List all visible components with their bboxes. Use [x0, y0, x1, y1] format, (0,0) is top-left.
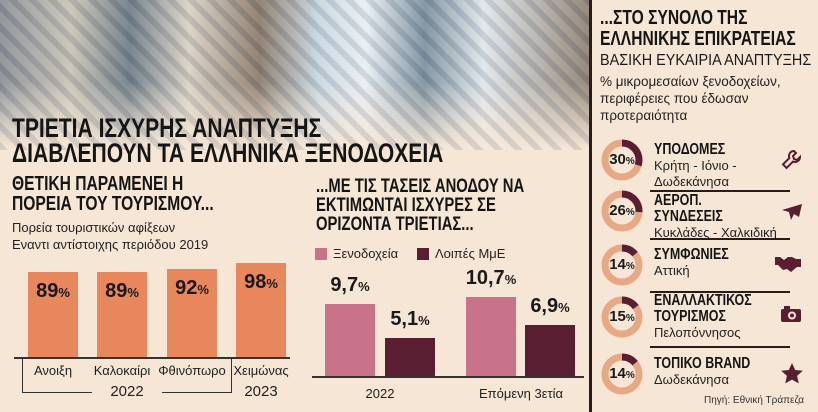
category-label: Καλοκαίρι — [93, 363, 151, 378]
subtitle-line: Πορεία τουριστικών αφίξεων — [12, 220, 176, 235]
donut-4 — [598, 350, 646, 398]
priority-heading: ΕΝΑΛΛΑΚΤΙΚΟΣ ΤΟΥΡΙΣΜΟΣ — [654, 292, 752, 325]
main-title: ΤΡΙΕΤΙΑ ΙΣΧΥΡΗΣ ΑΝΑΠΤΥΞΗΣ ΔΙΑΒΛΕΠΟΥΝ ΤΑ … — [12, 113, 444, 168]
donut-value: 14% — [609, 256, 635, 273]
separator — [650, 345, 790, 348]
bar-hotels — [466, 296, 516, 376]
separator — [650, 291, 790, 293]
priority-heading: ΥΠΟΔΟΜΕΣ — [654, 141, 726, 158]
airplane-icon — [780, 199, 804, 228]
priority-item: ΤΟΠΙΚΟ BRAND Δωδεκάνησα — [654, 356, 784, 388]
category-label: Χειμώνας — [233, 363, 289, 378]
donut-2 — [598, 241, 646, 289]
main-title-line: ΔΙΑΒΛΕΠΟΥΝ ΤΑ ΕΛΛΗΝΙΚΑ ΞΕΝΟΔΟΧΕΙΑ — [12, 138, 444, 168]
donut-share-arc — [601, 244, 643, 286]
donut-0 — [598, 136, 646, 184]
category-label: Ανοιξη — [33, 363, 73, 378]
star-icon — [780, 362, 804, 391]
panel-subtitle: ΒΑΣΙΚΗ ΕΥΚΑΙΡΙΑ ΑΝΑΠΤΥΞΗΣ — [600, 52, 812, 69]
bar-1 — [97, 271, 147, 357]
separator — [650, 189, 790, 192]
donut-share-arc — [601, 190, 643, 232]
bar-2 — [167, 268, 217, 357]
camera-icon — [780, 305, 802, 328]
main-title-line: ΤΡΙΕΤΙΑ ΙΣΧΥΡΗΣ ΑΝΑΠΤΥΞΗΣ — [12, 113, 322, 143]
subtitle-line: Εναντι αντίστοιχης περιόδου 2019 — [12, 237, 209, 252]
donut-value: 26% — [609, 202, 635, 219]
legend-label: Λοιπές ΜμΕ — [435, 246, 506, 261]
priority-regions: Πελοπόννησος — [654, 325, 741, 340]
bar-value-label: 92% — [175, 276, 209, 299]
bar-value-label: 98% — [244, 270, 278, 293]
source-note: Πηγή: Εθνική Τράπεζα — [704, 395, 804, 406]
growth-chart-title: ...ΜΕ ΤΙΣ ΤΑΣΕΙΣ ΑΝΟΔΟΥ ΝΑ ΕΚΤΙΜΩΝΤΑΙ ΙΣ… — [316, 176, 525, 235]
group-label: 2022 — [92, 383, 162, 400]
handshake-icon — [774, 253, 802, 278]
priority-regions: Αττική — [654, 263, 690, 278]
separator — [650, 238, 790, 240]
bar-3 — [236, 262, 286, 357]
legend-swatch — [315, 247, 327, 260]
priority-item: ΑΕΡΟΠ. ΣΥΝΔΕΣΕΙΣ Κυκλάδες - Χαλκιδική — [654, 193, 784, 241]
priority-item: ΕΝΑΛΛΑΚΤΙΚΟΣ ΤΟΥΡΙΣΜΟΣ Πελοπόννησος — [654, 293, 784, 341]
donut-share-arc — [601, 353, 643, 395]
bar-0 — [28, 271, 78, 357]
x-axis — [312, 376, 584, 378]
priority-heading: ΤΟΠΙΚΟ BRAND — [654, 355, 751, 372]
priority-heading: ΣΥΜΦΩΝΙΕΣ — [654, 246, 729, 263]
bar-other-sme — [525, 324, 575, 376]
bar-value-label: 89% — [36, 279, 70, 302]
tavern-harbor-photo — [0, 0, 590, 150]
category-label: Φθινόπωρο — [158, 363, 226, 378]
divider — [589, 0, 592, 412]
legend-other-sme: Λοιπές ΜμΕ — [417, 246, 505, 261]
bar-hotels — [325, 304, 375, 376]
donut-share-arc — [601, 139, 643, 181]
legend-hotels: Ξενοδοχεία — [315, 246, 398, 261]
bar-value-label: 6,9% — [530, 294, 570, 317]
donut-3 — [598, 293, 646, 341]
donut-value: 15% — [609, 308, 635, 325]
legend-label: Ξενοδοχεία — [333, 246, 399, 261]
category-label: 2022 — [365, 386, 395, 401]
priority-regions: Κρήτη - Ιόνιο - Δωδεκάνησα — [654, 158, 737, 189]
donut-share-arc — [601, 296, 643, 338]
x-axis — [14, 357, 290, 359]
bar-other-sme — [385, 338, 435, 376]
legend-swatch — [417, 247, 429, 260]
tourism-chart-subtitle: Πορεία τουριστικών αφίξεων Εναντι αντίστ… — [12, 219, 208, 253]
panel-title: ...ΣΤΟ ΣΥΝΟΛΟ ΤΗΣ ΕΛΛΗΝΙΚΗΣ ΕΠΙΚΡΑΤΕΙΑΣ — [600, 7, 796, 50]
bar-value-label: 9,7% — [330, 274, 370, 297]
priority-regions: Δωδεκάνησα — [654, 372, 729, 387]
bar-value-label: 5,1% — [390, 308, 430, 331]
tourism-chart-title: ΘΕΤΙΚΗ ΠΑΡΑΜΕΝΕΙ Η ΠΟΡΕΙΑ ΤΟΥ ΤΟΥΡΙΣΜΟΥ.… — [12, 173, 214, 215]
group-label: 2023 — [244, 383, 278, 400]
priority-item: ΣΥΜΦΩΝΙΕΣ Αττική — [654, 247, 784, 279]
bar-value-label: 89% — [105, 279, 139, 302]
priority-item: ΥΠΟΔΟΜΕΣ Κρήτη - Ιόνιο - Δωδεκάνησα — [654, 142, 784, 190]
category-label: Επόμενη 3ετία — [478, 386, 564, 401]
donut-value: 14% — [609, 365, 635, 382]
bar-value-label: 10,7% — [465, 266, 517, 289]
donut-value: 30% — [609, 151, 635, 168]
wrench-icon — [780, 148, 804, 177]
panel-description: % μικρομεσαίων ξενοδοχείων, περιφέρειες … — [600, 74, 781, 123]
donut-1 — [598, 187, 646, 235]
priority-heading: ΑΕΡΟΠ. ΣΥΝΔΕΣΕΙΣ — [654, 192, 723, 225]
priority-regions: Κυκλάδες - Χαλκιδική — [654, 225, 777, 240]
